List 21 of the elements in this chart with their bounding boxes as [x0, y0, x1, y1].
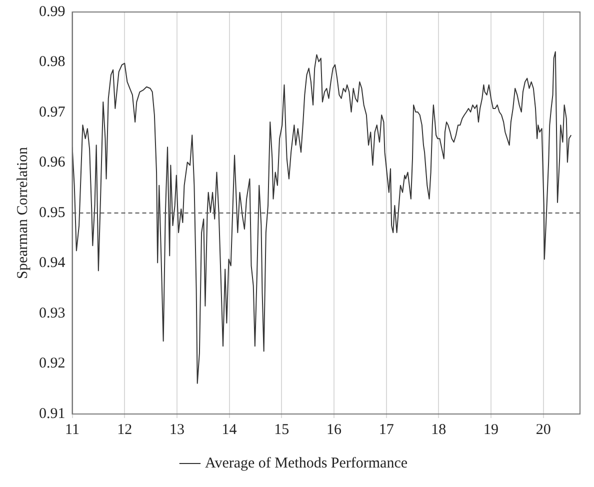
- x-tick-label: 18: [431, 422, 446, 438]
- y-tick-label: 0.99: [39, 4, 66, 20]
- x-tick-label: 12: [117, 422, 132, 438]
- x-tick-label: 17: [378, 422, 394, 438]
- y-tick-label: 0.94: [39, 255, 66, 272]
- y-tick-label: 0.96: [39, 154, 66, 171]
- y-tick-label: 0.98: [39, 54, 66, 70]
- x-tick-label: 16: [326, 422, 342, 438]
- x-tick-label: 13: [169, 422, 184, 438]
- x-tick-label: 11: [65, 422, 80, 438]
- y-axis-title: Spearman Correlation: [14, 146, 31, 280]
- y-tick-label: 0.95: [39, 204, 66, 221]
- x-tick-label: 14: [222, 422, 238, 438]
- y-tick-label: 0.91: [39, 406, 66, 422]
- y-tick-label: 0.93: [39, 305, 66, 322]
- x-tick-label: 20: [536, 422, 551, 438]
- x-tick-label: 19: [484, 422, 499, 438]
- y-tick-label: 0.92: [39, 356, 66, 372]
- y-tick-label: 0.97: [39, 104, 66, 120]
- legend-label: Average of Methods Performance: [204, 455, 408, 472]
- x-tick-label: 15: [274, 422, 290, 438]
